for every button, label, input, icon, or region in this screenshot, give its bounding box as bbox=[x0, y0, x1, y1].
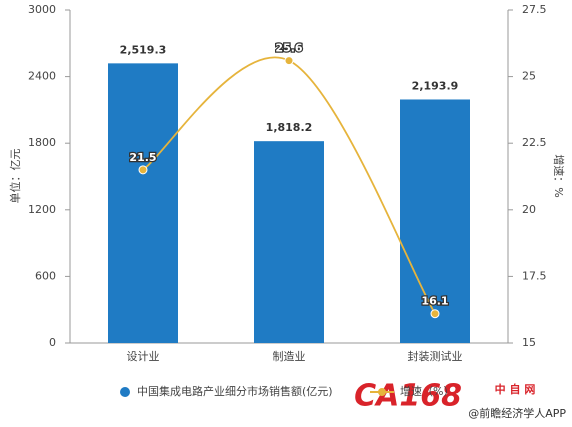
line-value-label: 25.6 bbox=[275, 42, 302, 55]
y-tick-label: 1800 bbox=[28, 136, 56, 149]
y2-tick-label: 20 bbox=[522, 203, 536, 216]
y-tick-label: 600 bbox=[35, 269, 56, 282]
y2-axis-label: 增速：% bbox=[552, 154, 566, 197]
y2-tick-label: 17.5 bbox=[522, 269, 547, 282]
y2-tick-label: 27.5 bbox=[522, 3, 547, 16]
legend-marker bbox=[378, 388, 386, 396]
value-label: 1,818.2 bbox=[266, 121, 313, 134]
line-point bbox=[284, 56, 294, 66]
legend-marker bbox=[120, 387, 130, 397]
line-point bbox=[430, 309, 440, 319]
x-tick-label: 封装测试业 bbox=[408, 349, 463, 363]
y2-tick-label: 25 bbox=[522, 70, 536, 83]
y-axis-label: 单位：亿元 bbox=[8, 149, 22, 204]
line-point bbox=[138, 165, 148, 175]
logo: CA168 bbox=[354, 379, 462, 414]
x-tick-label: 设计业 bbox=[127, 350, 160, 363]
bar bbox=[108, 63, 178, 344]
bar bbox=[400, 99, 470, 343]
logo-sub: 中 自 网 bbox=[495, 382, 536, 396]
y-tick-label: 3000 bbox=[28, 3, 56, 16]
y2-tick-label: 15 bbox=[522, 336, 536, 349]
line-value-label: 21.5 bbox=[129, 151, 156, 164]
y2-tick-label: 22.5 bbox=[522, 136, 547, 149]
y-tick-label: 0 bbox=[49, 336, 56, 349]
credit: @前瞻经济学人APP bbox=[468, 406, 566, 420]
line bbox=[142, 56, 436, 315]
value-label: 2,193.9 bbox=[412, 79, 459, 92]
y-tick-label: 2400 bbox=[28, 70, 56, 83]
line-value-label: 16.1 bbox=[421, 295, 448, 308]
legend-label: 增速（%） bbox=[400, 384, 454, 398]
x-tick-label: 制造业 bbox=[273, 349, 306, 363]
legend-label: 中国集成电路产业细分市场销售额(亿元) bbox=[137, 384, 333, 398]
value-label: 2,519.3 bbox=[120, 43, 167, 56]
y-tick-label: 1200 bbox=[28, 203, 56, 216]
bar bbox=[254, 141, 324, 343]
